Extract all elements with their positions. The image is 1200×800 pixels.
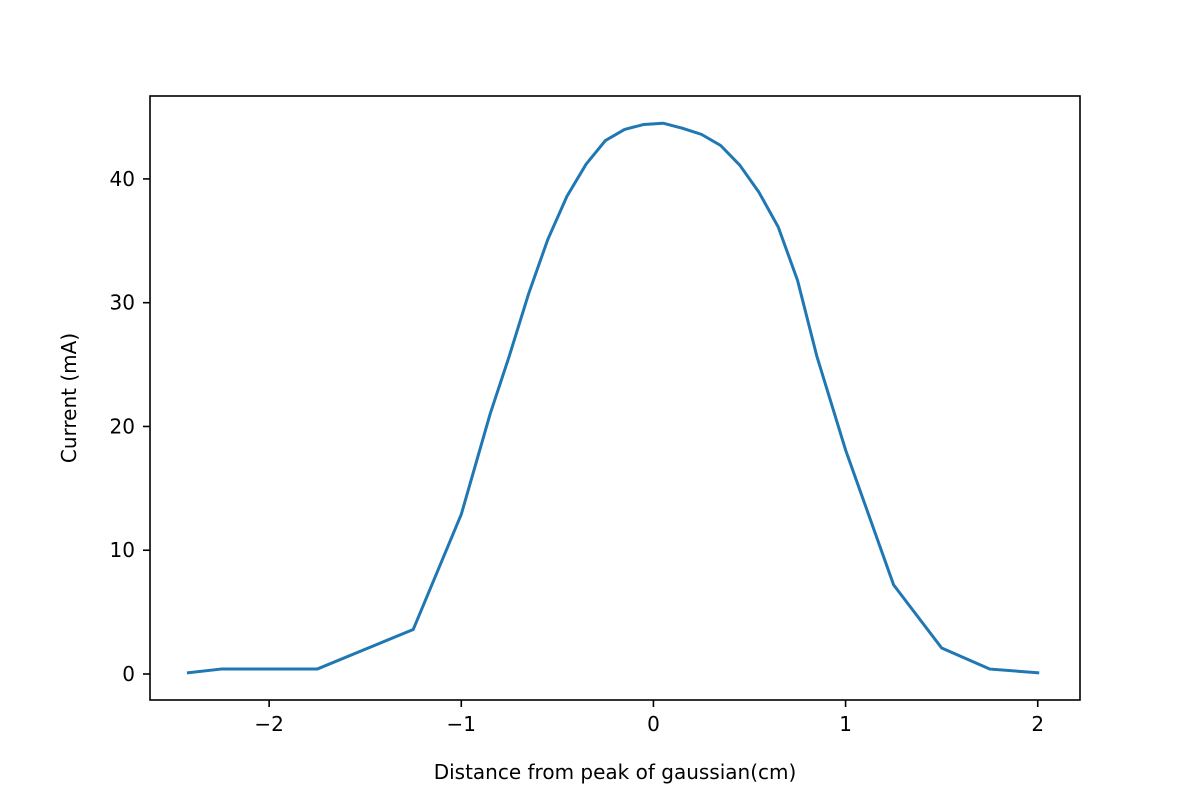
- plot-area: [150, 96, 1080, 700]
- x-tick-label: −1: [447, 712, 476, 736]
- y-tick-label: 40: [110, 167, 135, 191]
- series-line-0: [186, 121, 1040, 675]
- x-tick-label: 0: [647, 712, 660, 736]
- y-axis-label: Current (mA): [57, 333, 81, 463]
- x-tick-label: −2: [254, 712, 283, 736]
- y-tick-label: 0: [122, 662, 135, 686]
- plot-frame: [149, 95, 1081, 701]
- y-axis-ticks: 0 10 20 30 40: [110, 167, 150, 686]
- y-tick-label: 30: [110, 291, 135, 315]
- x-tick-label: 1: [839, 712, 852, 736]
- series-layer: [186, 121, 1040, 675]
- y-tick-label: 20: [110, 414, 135, 438]
- y-tick-label: 10: [110, 538, 135, 562]
- x-axis-ticks: −2 −1 0 1 2: [254, 700, 1044, 736]
- x-tick-label: 2: [1031, 712, 1044, 736]
- x-axis-label: Distance from peak of gaussian(cm): [434, 760, 797, 784]
